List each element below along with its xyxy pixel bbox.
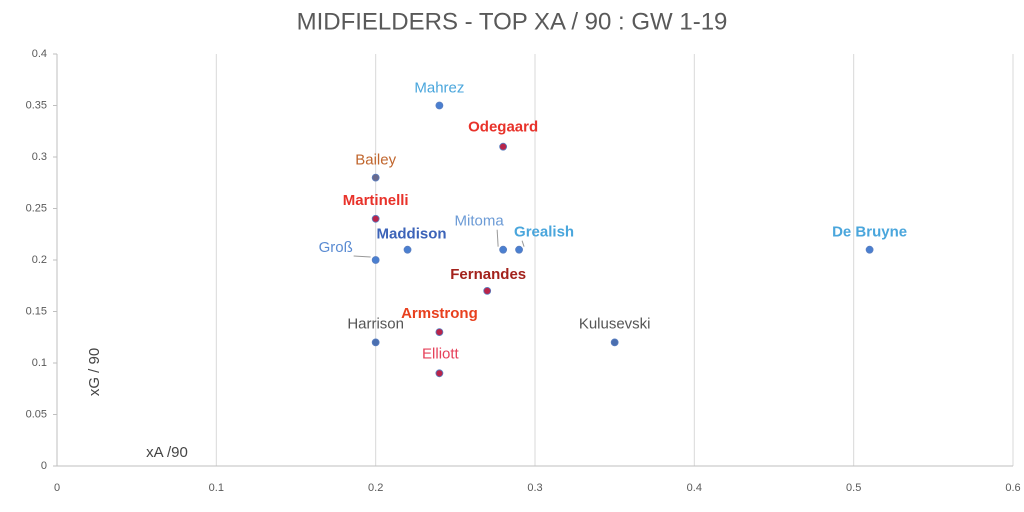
point [371,173,380,182]
x-tick-label: 0.5 [846,482,861,494]
x-axis-title: xA /90 [146,444,188,461]
point-label: Fernandes [450,266,526,283]
point [865,245,874,254]
point [499,142,508,151]
y-axis-title: xG / 90 [86,348,103,396]
point-label: Kulusevski [579,315,651,332]
point-label: Mitoma [455,213,505,230]
point [610,338,619,347]
point-label: Maddison [377,226,447,243]
point [403,245,412,254]
point [515,245,523,254]
x-tick-label: 0.4 [687,482,702,494]
y-tick-label: 0.15 [26,305,47,317]
point-label: Armstrong [401,305,478,322]
point [499,245,508,254]
chart-title: MIDFIELDERS - TOP XA / 90 : GW 1-19 [297,8,728,35]
point-label: Mahrez [414,79,464,96]
point [371,338,380,347]
y-tick-label: 0.35 [26,99,47,111]
point [435,328,444,337]
x-tick-label: 0 [54,482,60,494]
y-tick-label: 0.4 [32,48,47,60]
point [483,286,492,295]
x-tick-label: 0.3 [527,482,542,494]
point [371,256,380,264]
point-label: Odegaard [468,119,538,136]
y-tick-label: 0 [41,460,47,472]
y-tick-label: 0.1 [32,357,47,369]
point-label: Harrison [347,315,404,332]
point [435,101,444,110]
point-label: Martinelli [343,192,409,209]
x-tick-label: 0.2 [368,482,383,494]
leader-line [353,255,371,258]
y-tick-label: 0.3 [32,151,47,163]
x-tick-label: 0.6 [1005,482,1020,494]
leader-line [496,229,499,247]
point-label: Bailey [355,152,396,169]
point [435,369,444,378]
point [371,214,380,223]
y-tick-label: 0.05 [26,408,47,420]
y-tick-label: 0.25 [26,202,47,214]
y-tick-label: 0.2 [32,254,47,266]
x-tick-label: 0.1 [209,482,224,494]
point-label: De Bruyne [832,224,907,241]
point-label: Elliott [422,345,460,362]
leader-line [521,240,525,247]
point-label: Grealish [514,224,574,241]
point-label: Groß [319,239,353,256]
